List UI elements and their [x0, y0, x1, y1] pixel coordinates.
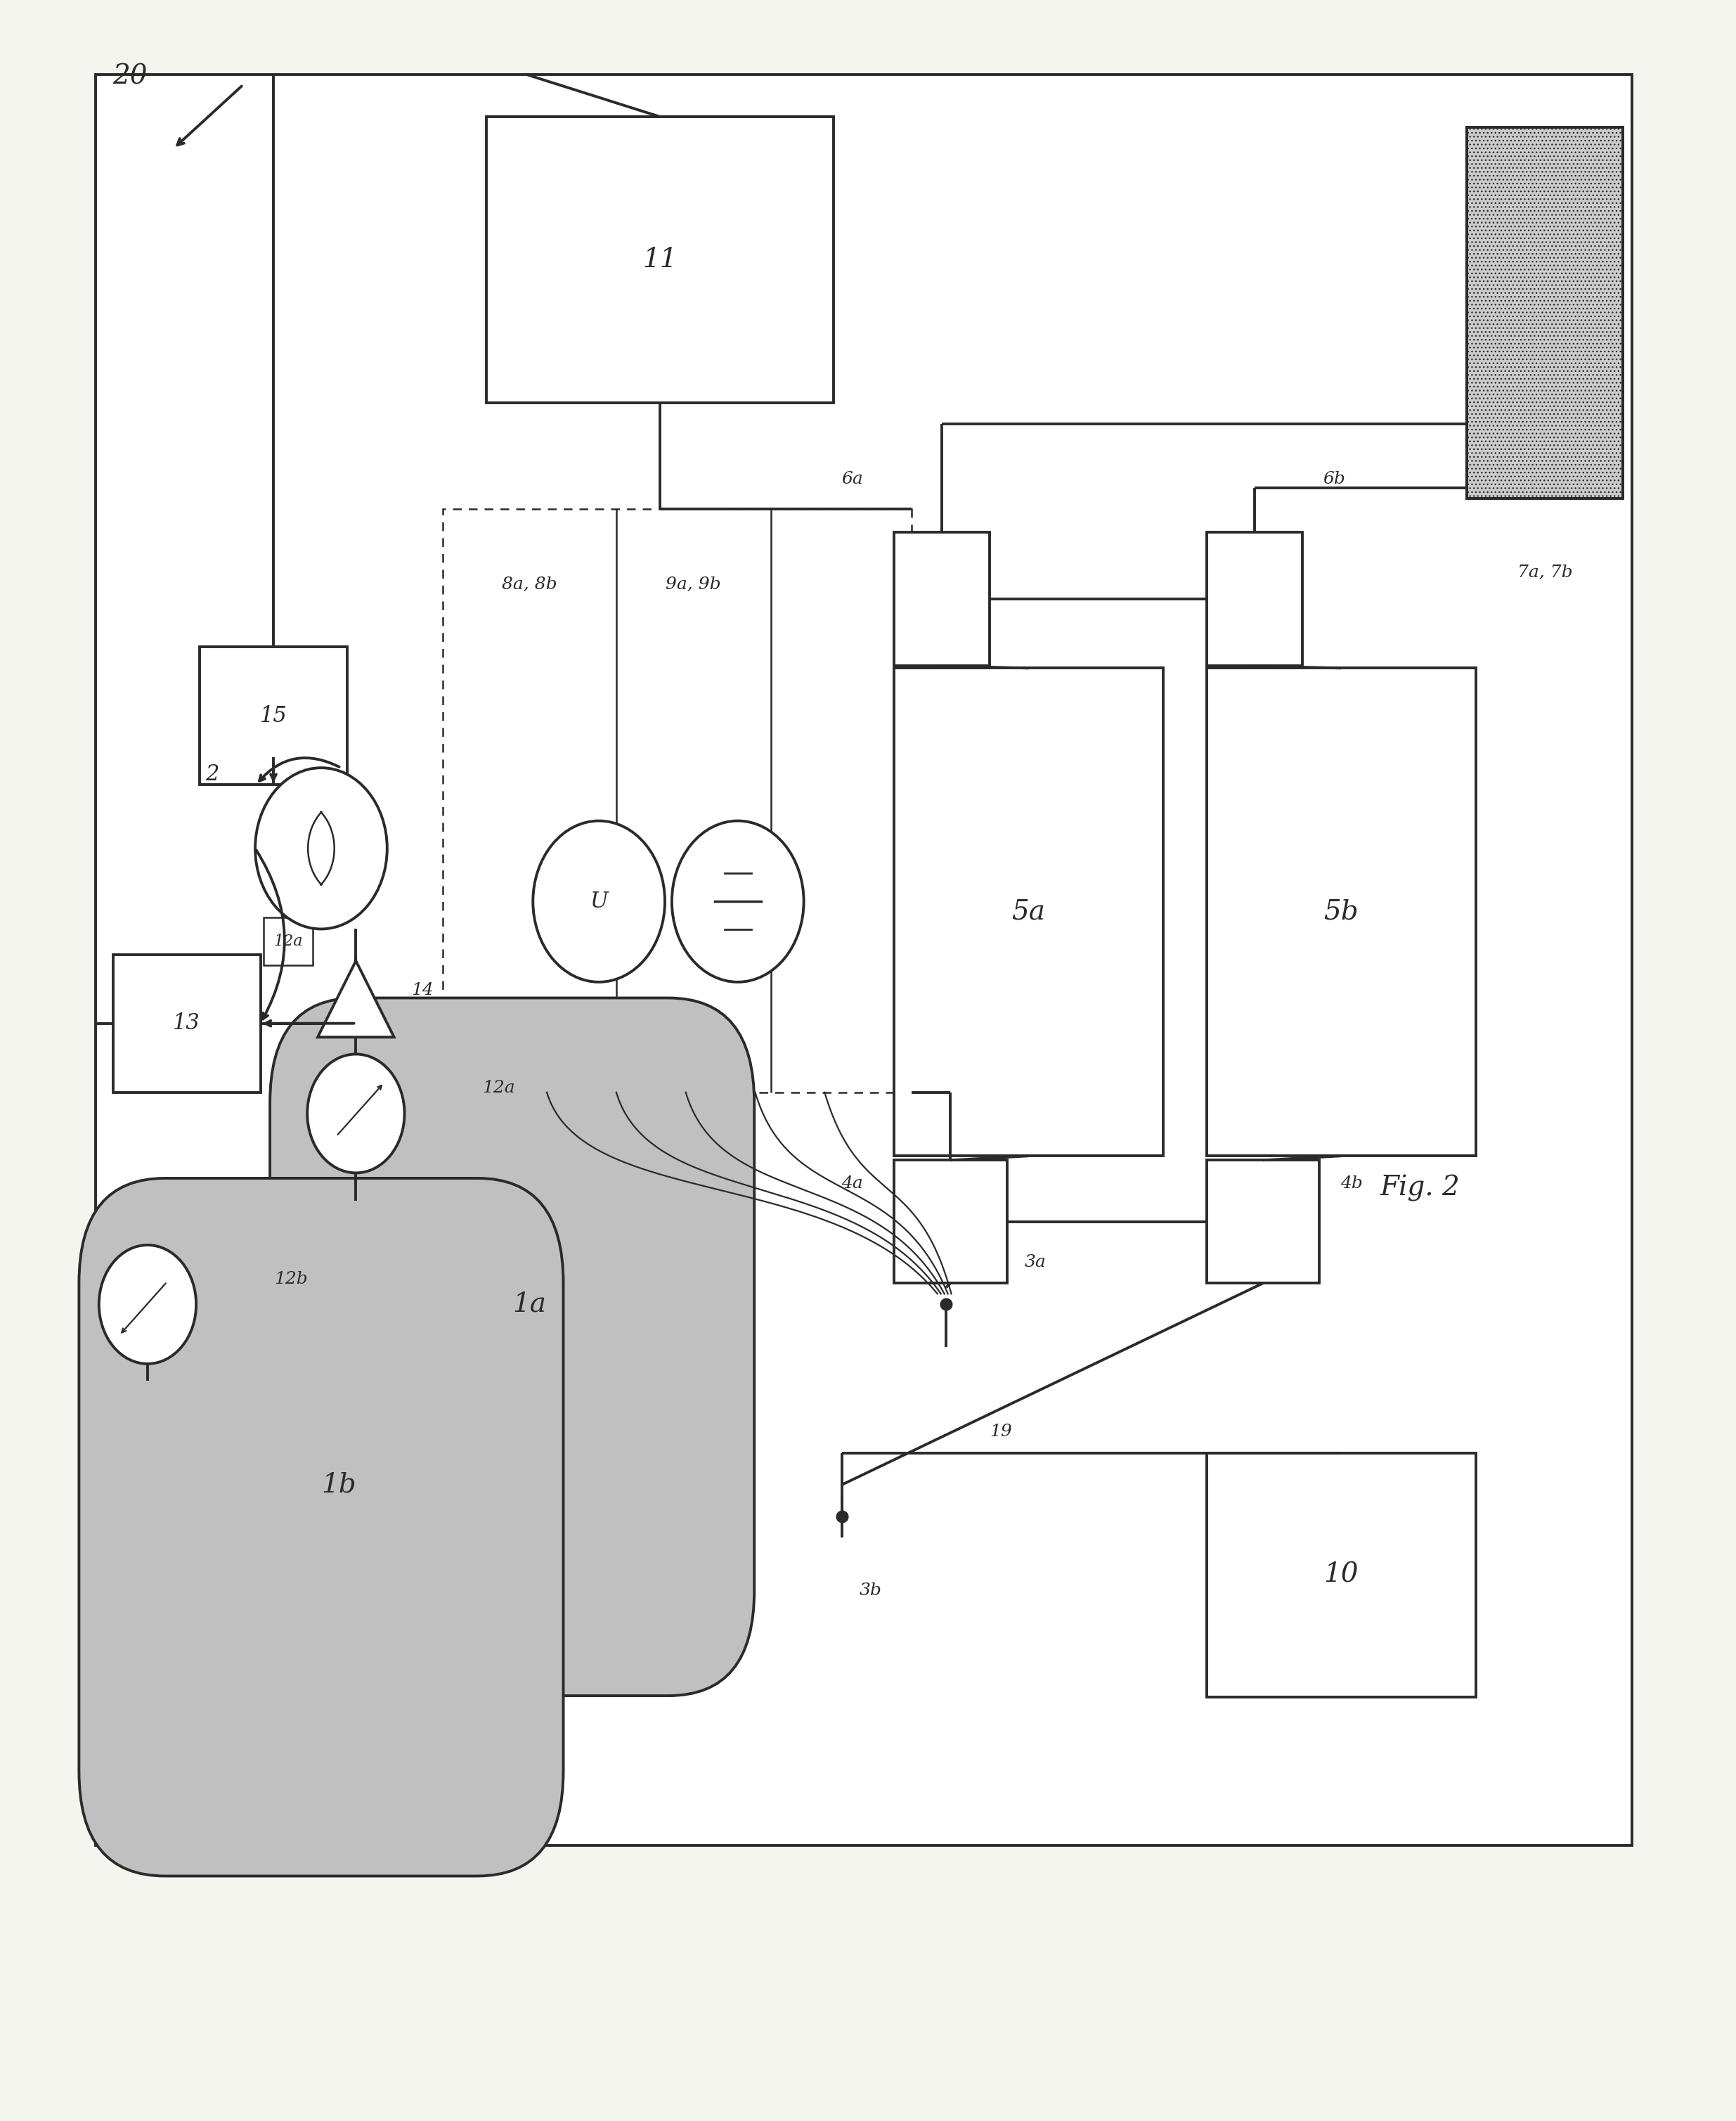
Text: 4a: 4a	[842, 1175, 863, 1192]
Circle shape	[672, 821, 804, 982]
Text: 6b: 6b	[1323, 471, 1345, 488]
Bar	[113, 954, 260, 1092]
Circle shape	[307, 1054, 404, 1173]
Text: 12a: 12a	[274, 933, 302, 948]
Text: 12b: 12b	[274, 1270, 307, 1287]
FancyBboxPatch shape	[78, 1179, 562, 1875]
Bar	[894, 668, 1163, 1156]
Bar	[894, 1160, 1007, 1283]
Bar	[486, 117, 833, 403]
Bar	[1207, 1453, 1476, 1697]
Text: 3b: 3b	[859, 1582, 882, 1599]
Text: 7a, 7b: 7a, 7b	[1517, 564, 1573, 581]
Bar	[894, 532, 990, 666]
Text: Fig. 2: Fig. 2	[1380, 1175, 1460, 1200]
Bar	[200, 647, 347, 785]
Circle shape	[99, 1245, 196, 1364]
Circle shape	[255, 768, 387, 929]
Polygon shape	[318, 961, 394, 1037]
Bar	[1467, 127, 1623, 498]
Text: 1a: 1a	[512, 1292, 547, 1317]
Text: 4b: 4b	[1340, 1175, 1363, 1192]
Bar	[1467, 127, 1623, 498]
Bar	[1207, 1160, 1319, 1283]
Text: 5a: 5a	[1012, 899, 1045, 925]
Bar	[1207, 668, 1476, 1156]
FancyBboxPatch shape	[269, 997, 753, 1697]
Text: 19: 19	[990, 1423, 1012, 1440]
Text: 3a: 3a	[1024, 1254, 1045, 1270]
Text: 6a: 6a	[842, 471, 863, 488]
Text: 9a, 9b: 9a, 9b	[667, 577, 720, 594]
Text: 12a: 12a	[483, 1080, 516, 1097]
Text: 5b: 5b	[1323, 899, 1359, 925]
Text: 20: 20	[113, 64, 148, 89]
Circle shape	[533, 821, 665, 982]
Text: 11: 11	[642, 246, 677, 274]
Text: 14: 14	[411, 982, 434, 999]
Text: U: U	[590, 891, 608, 912]
Bar	[1207, 532, 1302, 666]
Text: 2: 2	[205, 764, 219, 785]
Text: 8a, 8b: 8a, 8b	[502, 577, 557, 594]
Text: 13: 13	[174, 1012, 200, 1035]
Bar	[264, 918, 312, 965]
Bar	[95, 74, 1632, 1845]
Text: 10: 10	[1323, 1561, 1359, 1589]
Bar	[443, 509, 911, 1092]
Text: 15: 15	[260, 704, 286, 728]
Text: 1b: 1b	[321, 1472, 356, 1497]
